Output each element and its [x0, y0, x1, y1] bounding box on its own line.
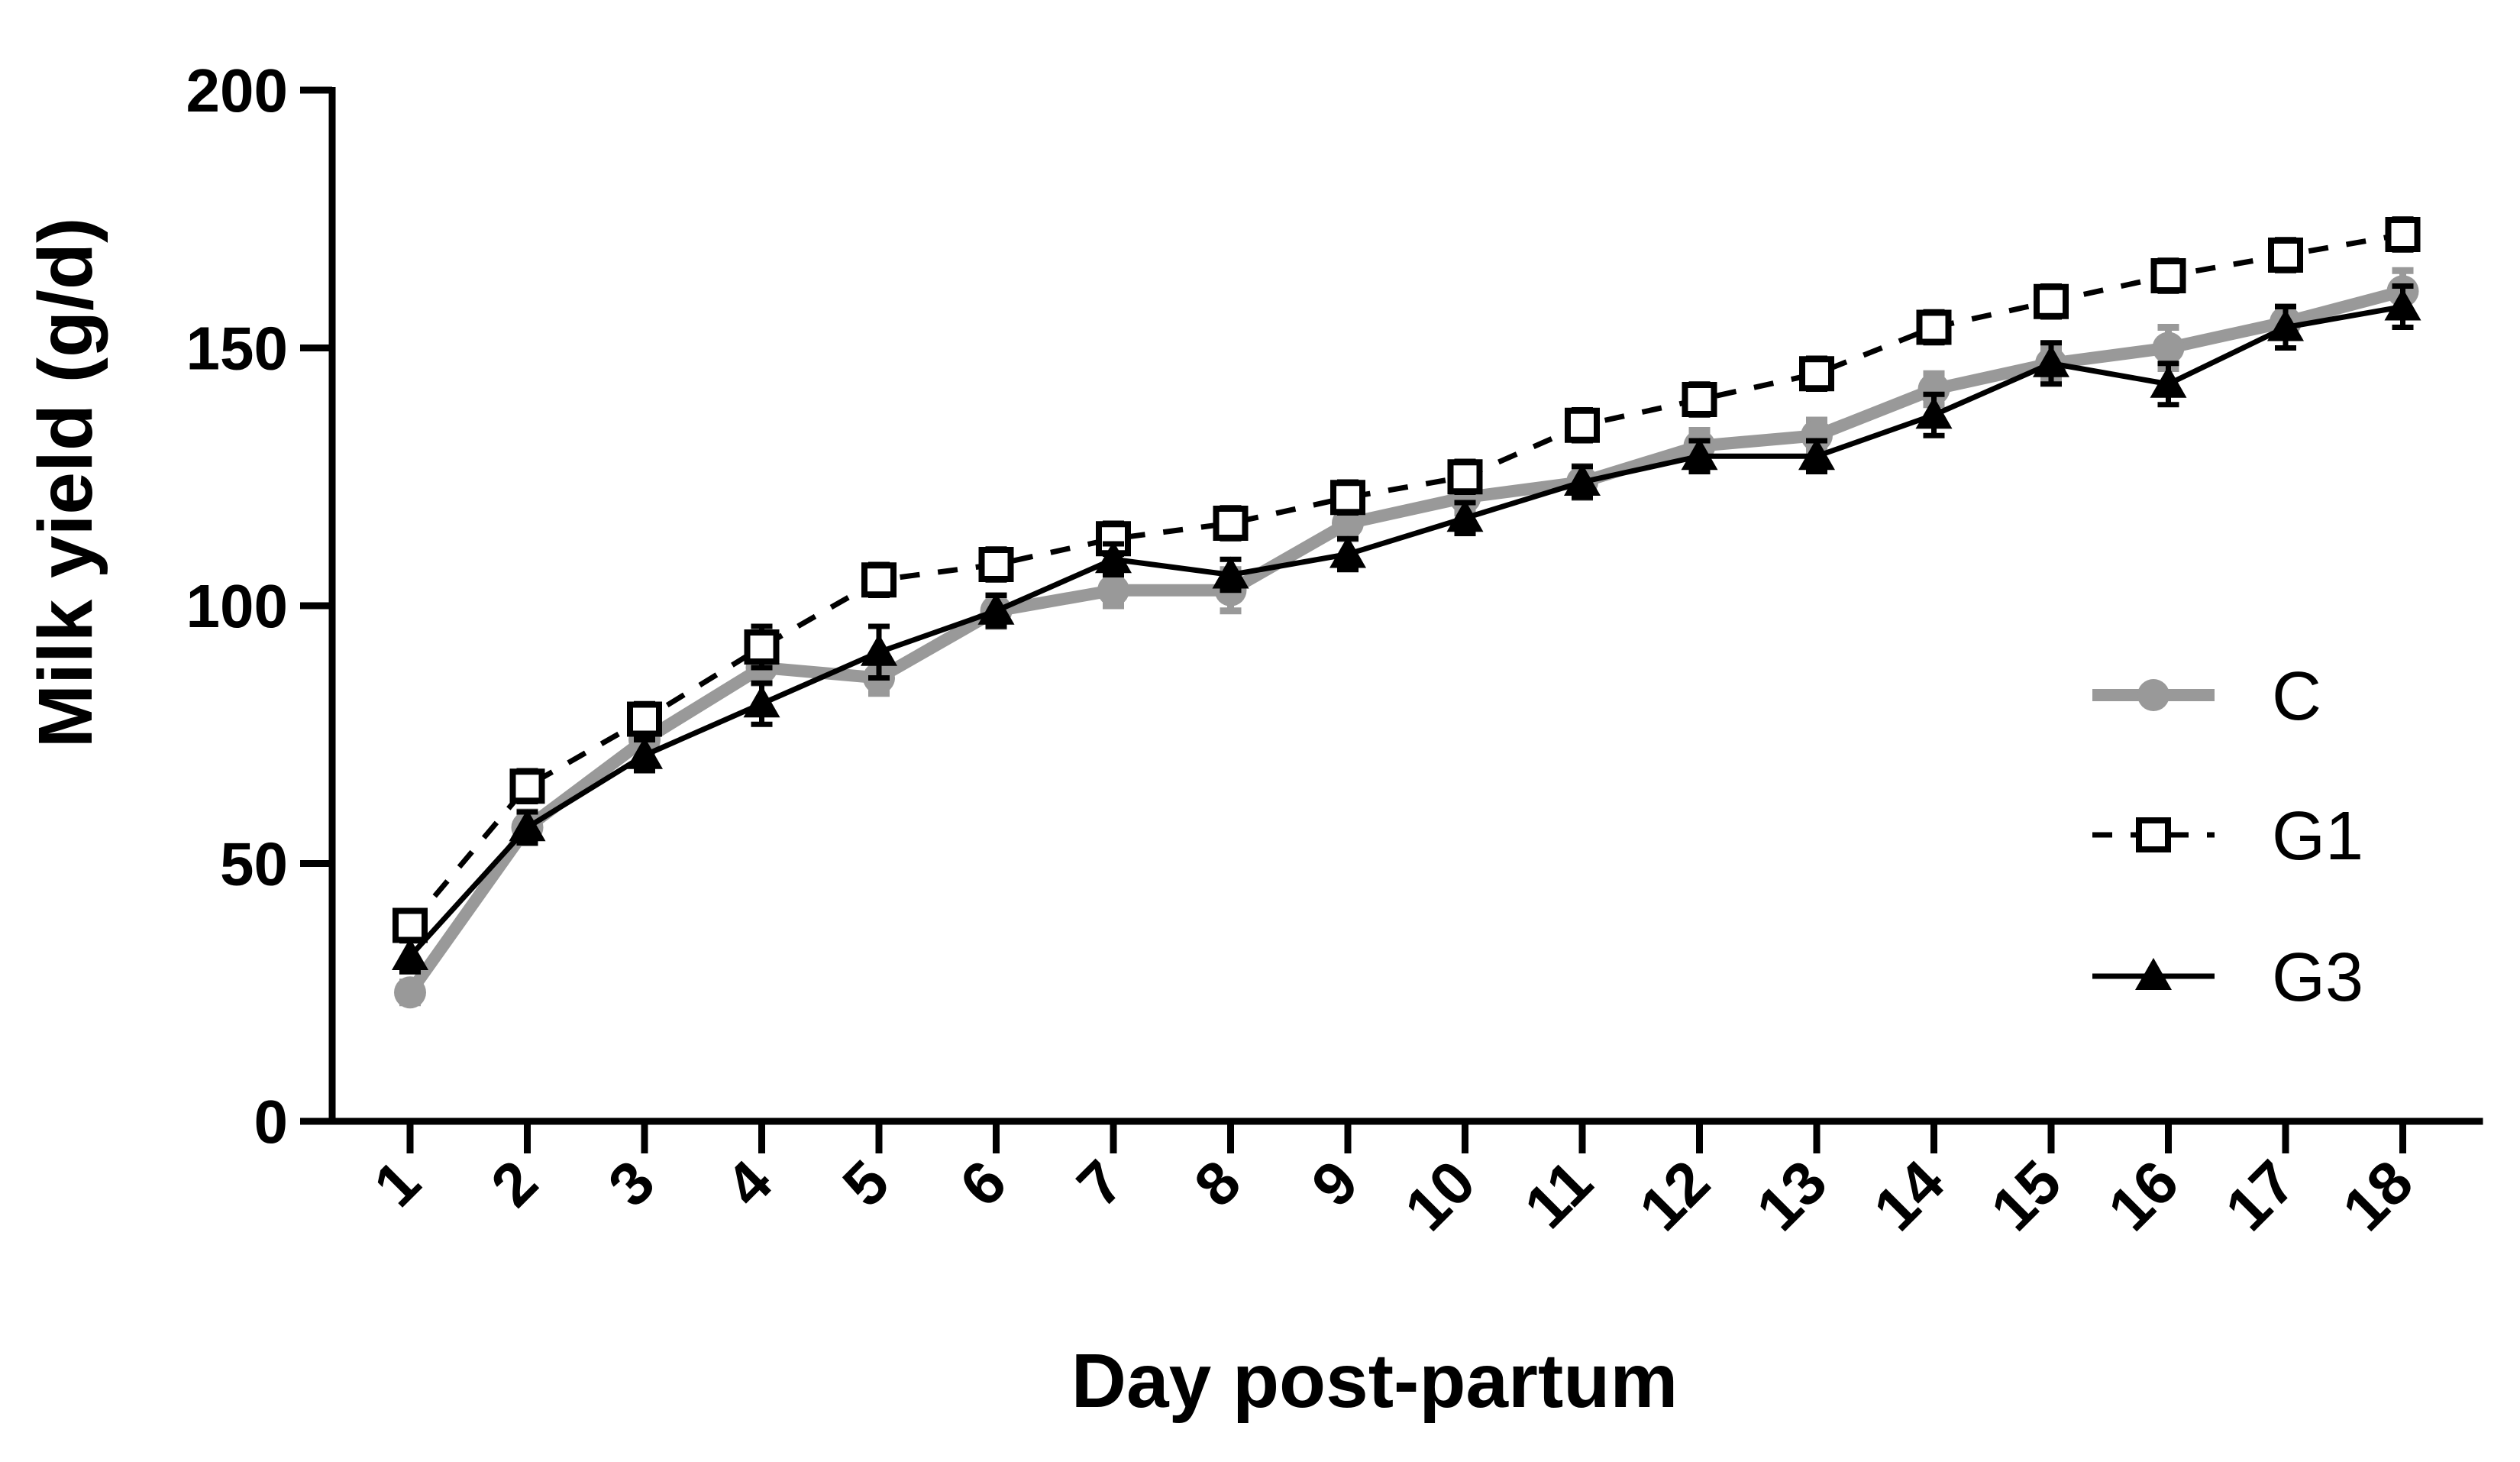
- data-point-g3: [2033, 344, 2069, 377]
- legend-item-c: C: [2092, 658, 2321, 735]
- data-point-g1: [2268, 238, 2303, 273]
- x-tick-label: 18: [2330, 1147, 2426, 1244]
- data-point-g3: [2384, 288, 2421, 321]
- data-point-g1: [509, 768, 545, 804]
- x-tick-label: 14: [1861, 1147, 1957, 1244]
- y-tick-label: 0: [254, 1088, 289, 1156]
- x-tick-label: 8: [1181, 1147, 1253, 1219]
- data-point-g1: [1565, 407, 1600, 443]
- x-tick-label: 17: [2212, 1147, 2308, 1244]
- data-point-g1: [1213, 506, 1249, 541]
- data-point-g3: [392, 938, 428, 970]
- data-point-g3: [626, 736, 663, 769]
- x-tick-label: 9: [1299, 1147, 1371, 1219]
- data-point-g3: [861, 633, 897, 666]
- x-tick-label: 1: [361, 1147, 433, 1219]
- legend-item-g3: G3: [2092, 940, 2363, 1016]
- x-tick-label: 6: [947, 1147, 1019, 1219]
- x-tick-label: 3: [596, 1147, 667, 1219]
- data-point-g1: [1916, 309, 1952, 345]
- x-tick-label: 4: [712, 1147, 785, 1220]
- legend-item-g1: G1: [2092, 798, 2363, 875]
- data-point-g3: [1798, 438, 1835, 471]
- series-g3: [392, 283, 2421, 975]
- data-point-g1: [1799, 356, 1834, 392]
- y-tick-label: 50: [220, 830, 288, 898]
- data-point-g1: [2150, 258, 2186, 293]
- series-c: [394, 267, 2419, 1009]
- data-point-g1: [978, 547, 1014, 582]
- data-point-g3: [1564, 464, 1601, 496]
- data-point-c: [1801, 419, 1833, 452]
- legend-marker-c: [2137, 679, 2169, 711]
- data-point-g3: [2150, 365, 2187, 398]
- data-point-g1: [2034, 283, 2069, 319]
- data-point-g3: [2267, 309, 2304, 341]
- x-tick-label: 12: [1627, 1147, 1723, 1244]
- series-line-c: [405, 285, 2405, 996]
- data-point-c: [1097, 574, 1129, 606]
- data-point-c: [394, 976, 426, 1009]
- plot-area: [392, 216, 2421, 1009]
- series-g1: [393, 216, 2421, 943]
- data-point-g3: [1212, 556, 1249, 589]
- axes: [328, 87, 2483, 1125]
- legend-marker-g3: [2135, 958, 2172, 990]
- x-tick-label: 13: [1743, 1147, 1840, 1244]
- data-point-c: [2152, 332, 2185, 364]
- data-point-g1: [1682, 382, 1717, 417]
- data-point-g3: [1329, 535, 1366, 568]
- data-point-g1: [1330, 480, 1365, 516]
- data-point-g1: [393, 907, 428, 943]
- series-line-g3: [408, 304, 2404, 959]
- data-point-g3: [977, 592, 1015, 625]
- data-point-c: [1917, 373, 1950, 406]
- data-point-g3: [509, 809, 546, 842]
- data-point-g3: [1095, 541, 1132, 574]
- y-axis-title: Milk yield (g/d): [23, 218, 108, 748]
- data-point-g1: [744, 629, 780, 665]
- data-point-g3: [1681, 438, 1718, 471]
- x-axis-title: Day post-partum: [1071, 1338, 1678, 1424]
- data-point-g1: [2385, 217, 2421, 252]
- series-line-g1: [408, 231, 2404, 927]
- legend-label-g1: G1: [2272, 798, 2363, 875]
- data-point-g3: [743, 685, 780, 718]
- legend-marker-g1: [2136, 817, 2171, 852]
- y-tick-label: 200: [186, 57, 288, 125]
- y-tick-label: 150: [186, 315, 288, 383]
- legend-label-c: C: [2272, 658, 2321, 735]
- legend: C G1 G3: [2092, 658, 2363, 1016]
- data-point-g1: [1447, 459, 1483, 495]
- y-tick-label: 100: [186, 572, 288, 640]
- x-tick-label: 16: [2095, 1147, 2192, 1244]
- y-axis-ticks: 0 50 100 150 200: [186, 57, 332, 1156]
- x-tick-label: 2: [478, 1147, 550, 1219]
- data-point-g1: [861, 562, 897, 598]
- x-tick-label: 11: [1511, 1147, 1605, 1241]
- x-tick-label: 7: [1065, 1147, 1136, 1219]
- x-tick-label: 15: [1978, 1147, 2074, 1244]
- x-axis-ticks: 1 2 3 4 5 6 7 8 9 10 11 12 13 14 15 16 17 18: [361, 1121, 2426, 1244]
- data-point-g3: [1915, 396, 1953, 429]
- legend-label-g3: G3: [2272, 940, 2363, 1016]
- data-point-g1: [627, 701, 662, 737]
- data-point-g3: [1446, 500, 1484, 532]
- x-tick-label: 5: [830, 1147, 902, 1219]
- x-tick-label: 10: [1392, 1147, 1488, 1244]
